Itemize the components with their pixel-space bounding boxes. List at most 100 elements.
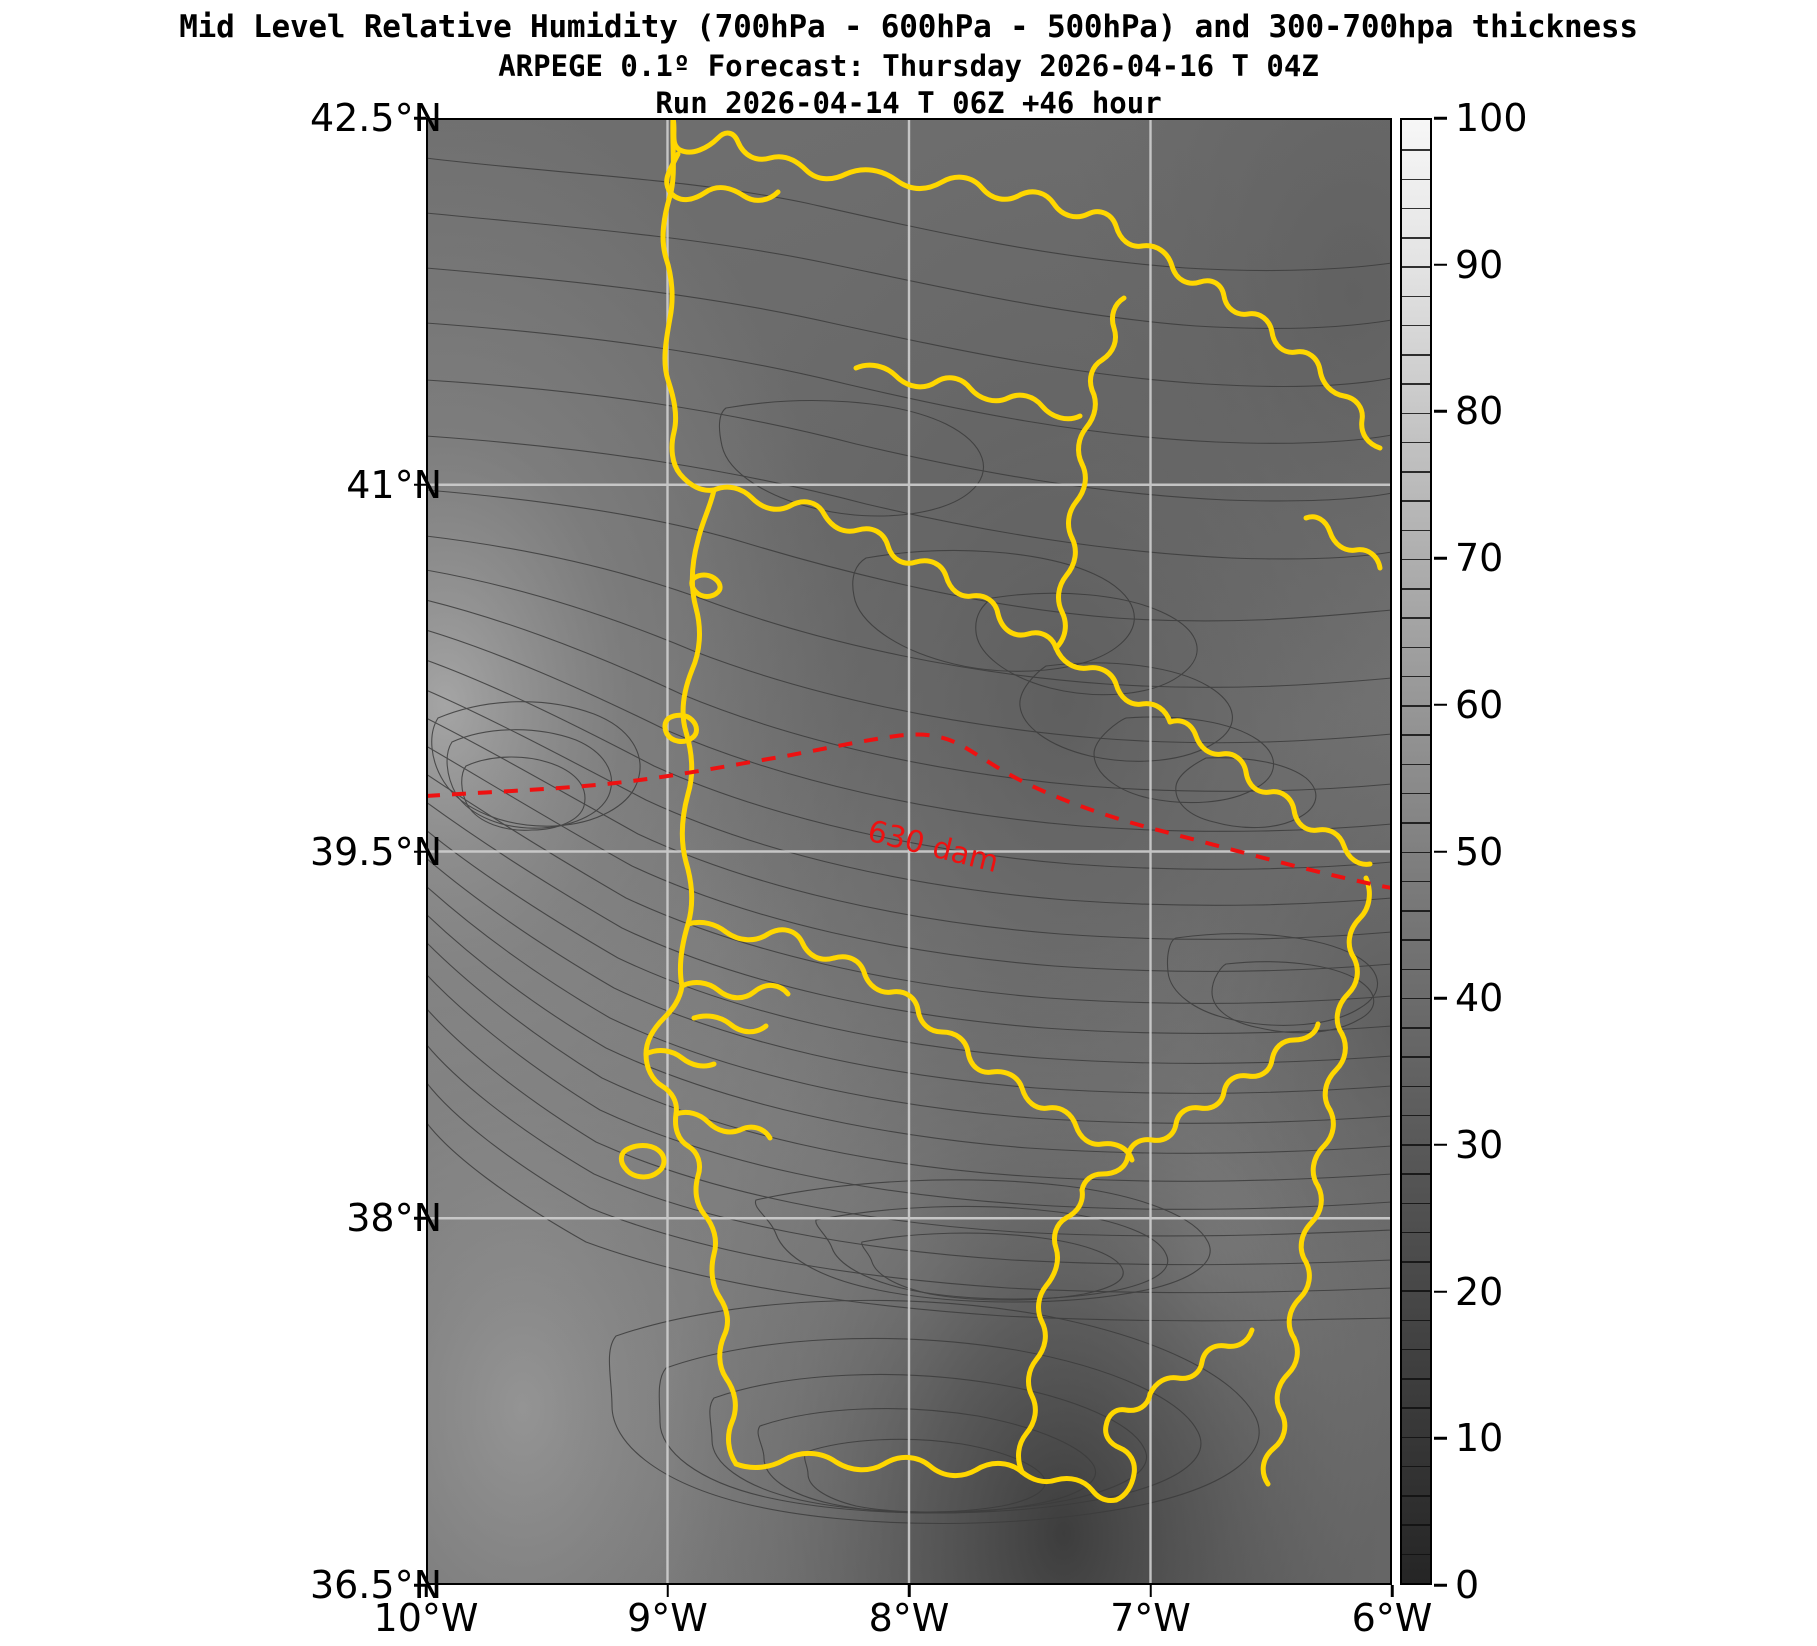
colorbar-segment-divider [1402,675,1430,678]
map-canvas: 630 dam [426,118,1392,1585]
figure-title-line-3: Run 2026-04-14 T 06Z +46 hour [655,85,1162,120]
ytick-label-38N: 38°N [346,1196,442,1241]
colorbar-tick-mark-10 [1434,1437,1447,1440]
colorbar-segment-divider [1402,1319,1430,1322]
colorbar-tick-mark-90 [1434,263,1447,266]
colorbar-tick-mark-70 [1434,556,1447,560]
colorbar-segment-divider [1402,558,1430,561]
colorbar-segment-divider [1402,237,1430,239]
colorbar-segment-divider [1402,1407,1430,1409]
colorbar-tick-label-40: 40 [1455,976,1504,1021]
figure-title-block: Mid Level Relative Humidity (700hPa - 60… [0,0,1817,122]
ytick-mark-41N [414,483,426,486]
colorbar-segment-divider [1402,295,1430,298]
ytick-label-42.5N: 42.5°N [309,96,442,140]
colorbar-segment-divider [1402,968,1430,971]
ytick-mark-36.5N [414,1583,426,1587]
xtick-label-6W: 6°W [1351,1596,1433,1640]
colorbar-segment-divider [1402,1378,1430,1380]
colorbar-tick-mark-0 [1434,1583,1447,1587]
humidity-colorbar[interactable] [1400,118,1432,1585]
colorbar-segment-divider [1402,792,1430,795]
figure-title-line-1: Mid Level Relative Humidity (700hPa - 60… [179,9,1638,45]
thickness-630dam-contour [426,732,1392,890]
ytick-mark-38N [414,1217,426,1220]
ytick-label-39.5N: 39.5°N [309,829,442,874]
colorbar-segment-divider [1402,1436,1430,1439]
colorbar-segment-divider [1402,997,1430,1000]
colorbar-segment-divider [1402,1173,1430,1175]
colorbar-tick-label-10: 10 [1455,1416,1504,1461]
colorbar-tick-label-0: 0 [1455,1563,1480,1607]
colorbar-tick-mark-100 [1434,116,1447,120]
xtick-label-8W: 8°W [868,1596,950,1640]
colorbar-tick-label-20: 20 [1455,1269,1504,1314]
colorbar-tick-mark-60 [1434,703,1447,707]
colorbar-segment-divider [1402,939,1430,941]
colorbar-tick-mark-50 [1434,850,1447,853]
ytick-label-41N: 41°N [346,462,442,507]
colorbar-segment-divider [1402,1231,1430,1234]
colorbar-segment-divider [1402,178,1430,181]
colorbar-tick-label-100: 100 [1455,96,1528,140]
ytick-mark-39.5N [414,850,426,853]
colorbar-segment-divider [1402,471,1430,473]
colorbar-segment-divider [1402,1056,1430,1058]
colorbar-tick-mark-20 [1434,1290,1447,1293]
xtick-mark-10W [424,1585,428,1597]
colorbar-segment-divider [1402,1144,1430,1146]
xtick-label-10W: 10°W [373,1596,479,1640]
colorbar-segment-divider [1402,1261,1430,1263]
thickness-contour-layer [426,157,1392,1525]
colorbar-segment-divider [1402,383,1430,385]
colorbar-tick-mark-80 [1434,410,1447,413]
xtick-mark-8W [907,1585,911,1597]
colorbar-segment-divider [1402,354,1430,356]
administrative-boundaries-layer [618,118,1383,1503]
colorbar-segment-divider [1402,705,1430,707]
colorbar-segment-divider [1402,529,1430,532]
colorbar-segment-divider [1402,412,1430,415]
colorbar-segment-divider [1402,149,1430,151]
xtick-label-7W: 7°W [1110,1596,1191,1640]
colorbar-segment-divider [1402,851,1430,853]
colorbar-segment-divider [1402,207,1430,210]
colorbar-tick-label-90: 90 [1455,242,1504,287]
xtick-label-9W: 9°W [627,1596,708,1640]
colorbar-segment-divider [1402,646,1430,649]
colorbar-segment-divider [1402,441,1430,444]
colorbar-segment-divider [1402,1290,1430,1292]
colorbar-segment-divider [1402,880,1430,883]
xtick-mark-9W [666,1585,669,1597]
colorbar-segment-divider [1402,1027,1430,1029]
colorbar-segment-divider [1402,1553,1430,1556]
colorbar-segment-divider [1402,266,1430,268]
colorbar-segment-divider [1402,617,1430,619]
colorbar-segment-divider [1402,588,1430,590]
colorbar-segment-divider [1402,910,1430,912]
ytick-mark-42.5N [414,116,426,120]
colorbar-segment-divider [1402,1085,1430,1088]
colorbar-tick-label-60: 60 [1455,682,1504,727]
colorbar-segment-divider [1402,1348,1430,1351]
colorbar-segment-divider [1402,324,1430,327]
colorbar-segment-divider [1402,500,1430,502]
colorbar-tick-mark-30 [1434,1143,1447,1147]
colorbar-segment-divider [1402,1202,1430,1205]
colorbar-segment-divider [1402,1495,1430,1497]
colorbar-tick-label-50: 50 [1455,829,1504,874]
colorbar-segment-divider [1402,1114,1430,1117]
xtick-mark-6W [1390,1585,1394,1597]
colorbar-segment-divider [1402,822,1430,824]
colorbar-segment-divider [1402,1465,1430,1468]
figure-title-line-2: ARPEGE 0.1º Forecast: Thursday 2026-04-1… [498,48,1319,83]
colorbar-segment-divider [1402,734,1430,736]
ytick-label-36.5N: 36.5°N [309,1563,442,1607]
colorbar-segment-divider [1402,763,1430,766]
xtick-mark-7W [1149,1585,1152,1597]
colorbar-tick-label-30: 30 [1455,1122,1504,1167]
map-plot-area: 630 dam [426,118,1392,1585]
colorbar-tick-mark-40 [1434,996,1447,1000]
colorbar-tick-label-70: 70 [1455,536,1504,581]
